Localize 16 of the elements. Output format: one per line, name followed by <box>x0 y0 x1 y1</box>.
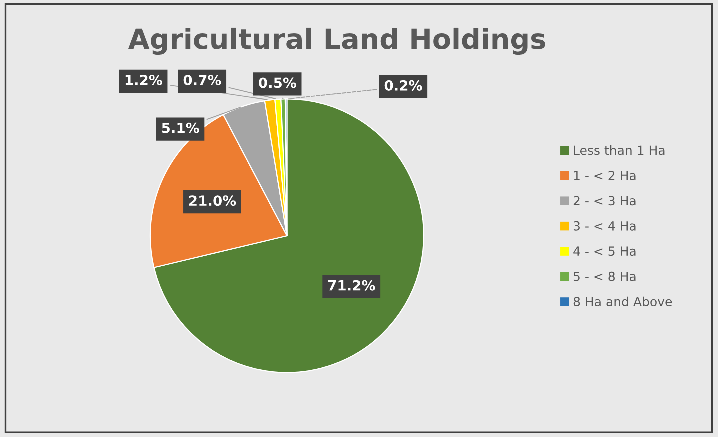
data-label: 0.7% <box>184 74 222 86</box>
legend-label: Less than 1 Ha <box>574 146 665 156</box>
legend-label: 8 Ha and Above <box>574 296 672 307</box>
legend-label: 2 - < 3 Ha <box>574 196 636 206</box>
data-label: 21.0% <box>189 196 236 206</box>
data-label: 1.2% <box>126 74 162 86</box>
legend-label: 1 - < 2 Ha <box>574 170 636 180</box>
data-label: 0.2% <box>384 80 422 91</box>
data-label: 71.2% <box>328 280 376 291</box>
legend-label: 5 - < 8 Ha <box>574 272 636 282</box>
data-label: 5.1% <box>162 122 200 134</box>
pie-slice <box>154 98 424 374</box>
chart-title: Agricultural Land Holdings <box>128 28 546 56</box>
legend-label: 3 - < 4 Ha <box>574 221 636 231</box>
data-label: 0.5% <box>259 78 296 88</box>
legend-label: 4 - < 5 Ha <box>574 246 636 256</box>
